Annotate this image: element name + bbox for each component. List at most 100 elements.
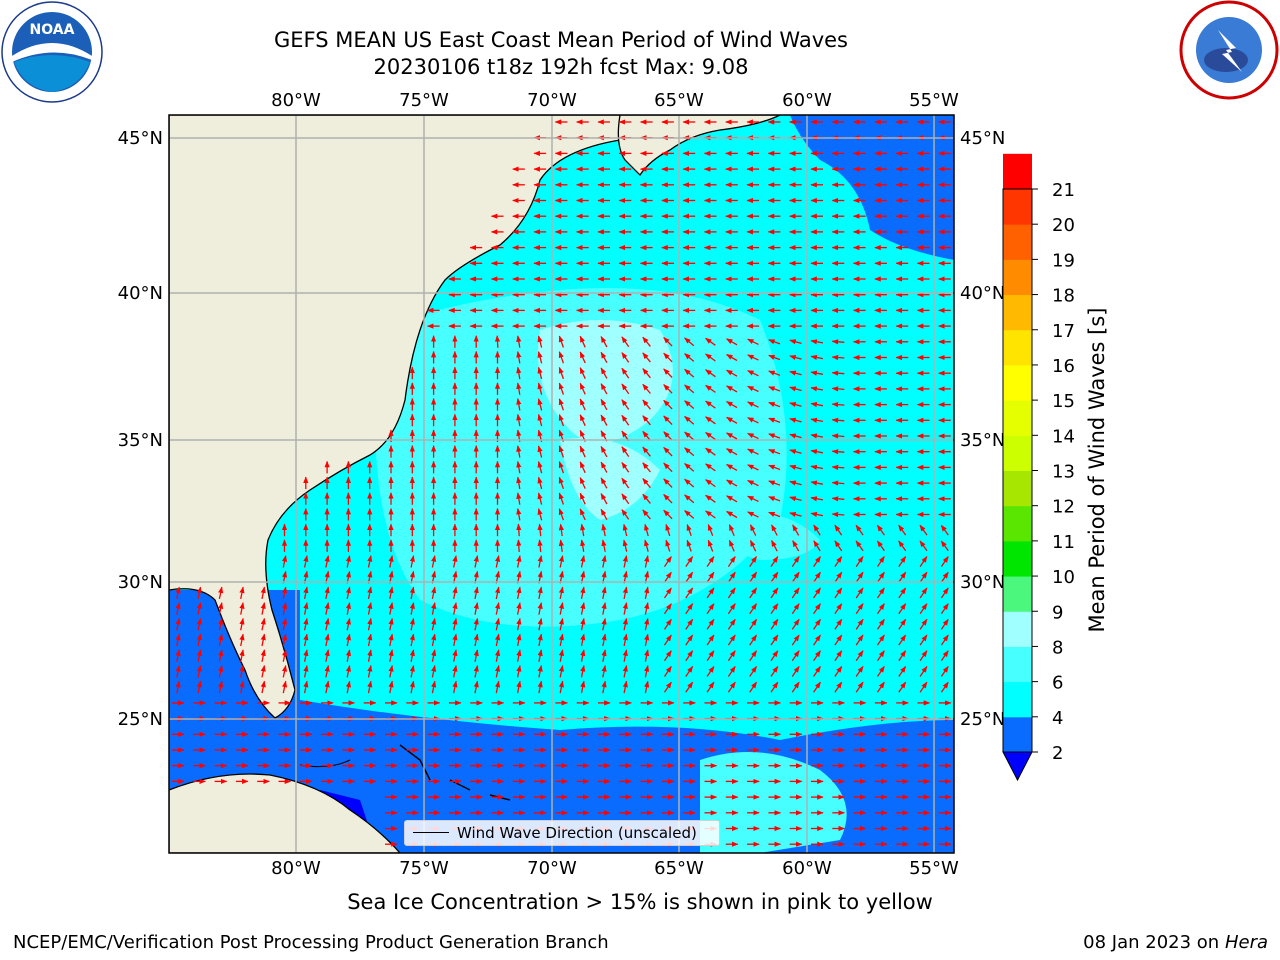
wind-wave-arrow bbox=[831, 511, 845, 518]
wind-wave-arrow bbox=[919, 618, 928, 630]
wind-wave-arrow bbox=[898, 665, 907, 677]
wind-wave-arrow bbox=[747, 370, 759, 377]
wind-wave-arrow bbox=[388, 586, 394, 600]
colorbar-tick-label: 2 bbox=[1052, 743, 1063, 764]
wind-wave-arrow bbox=[579, 492, 586, 505]
wind-wave-arrow bbox=[260, 649, 266, 662]
wind-wave-arrow bbox=[558, 413, 565, 427]
wind-wave-arrow bbox=[789, 433, 802, 439]
wind-wave-arrow bbox=[303, 570, 309, 584]
colorbar: 2 4 6 8 9 10 11 12 13 14 15 16 17 18 19 20 21 bbox=[1002, 153, 1075, 782]
wind-wave-arrow bbox=[705, 337, 716, 346]
wind-wave-arrow bbox=[663, 368, 673, 378]
wind-wave-arrow bbox=[558, 366, 565, 380]
colorbar-segment bbox=[1003, 153, 1032, 190]
lon-label-top: 80°W bbox=[271, 90, 321, 111]
lon-label-top: 70°W bbox=[527, 90, 577, 111]
wind-wave-arrow bbox=[345, 680, 351, 694]
wind-wave-arrow bbox=[516, 633, 522, 647]
wind-wave-arrow bbox=[749, 618, 758, 630]
wind-wave-arrow bbox=[749, 603, 758, 615]
wind-wave-arrow bbox=[218, 617, 224, 631]
wind-wave-arrow bbox=[175, 649, 181, 662]
wind-wave-arrow bbox=[685, 603, 694, 615]
lon-label-bottom: 55°W bbox=[909, 858, 959, 879]
wind-wave-arrow bbox=[727, 571, 736, 583]
wind-wave-arrow bbox=[260, 602, 266, 615]
lat-label-left: 45°N bbox=[118, 128, 163, 149]
wind-wave-arrow bbox=[834, 603, 843, 615]
wind-wave-arrow bbox=[684, 337, 695, 347]
wind-wave-arrow bbox=[516, 649, 522, 662]
wind-wave-arrow bbox=[747, 511, 759, 518]
wind-wave-arrow bbox=[898, 571, 907, 583]
wind-wave-arrow bbox=[579, 414, 586, 427]
wind-wave-arrow bbox=[452, 664, 458, 678]
wind-wave-arrow bbox=[747, 417, 759, 424]
wind-wave-arrow bbox=[516, 398, 522, 411]
wind-wave-arrow bbox=[579, 398, 586, 411]
wind-wave-arrow bbox=[707, 539, 714, 552]
lon-label-bottom: 60°W bbox=[782, 858, 832, 879]
wind-wave-arrow bbox=[705, 353, 716, 362]
wind-wave-arrow bbox=[303, 664, 309, 678]
wind-wave-arrow bbox=[516, 570, 522, 584]
wind-wave-arrow bbox=[855, 681, 864, 693]
wind-wave-arrow bbox=[473, 586, 479, 600]
lat-label-right: 25°N bbox=[960, 709, 1005, 730]
wind-wave-arrow bbox=[600, 351, 608, 364]
wind-wave-arrow bbox=[473, 570, 479, 584]
wave-period-2-4-north bbox=[790, 115, 954, 260]
wind-wave-arrow bbox=[303, 617, 309, 631]
wind-wave-arrow bbox=[196, 586, 202, 600]
wind-wave-arrow bbox=[494, 570, 501, 584]
colorbar-segment bbox=[1003, 329, 1032, 366]
wind-wave-arrow bbox=[622, 649, 628, 662]
wind-wave-arrow bbox=[537, 508, 543, 521]
wind-wave-arrow bbox=[516, 539, 522, 552]
colorbar-segment bbox=[1003, 224, 1032, 260]
wind-wave-arrow bbox=[747, 338, 759, 345]
wind-wave-arrow bbox=[663, 665, 672, 677]
wind-wave-arrow bbox=[789, 386, 802, 392]
wind-wave-arrow bbox=[218, 649, 224, 662]
wind-wave-arrow bbox=[705, 447, 716, 456]
wind-wave-arrow bbox=[834, 524, 843, 536]
wind-wave-arrow bbox=[345, 602, 351, 615]
wind-wave-arrow bbox=[768, 339, 781, 345]
wind-wave-arrow bbox=[196, 680, 202, 694]
wind-wave-arrow bbox=[516, 555, 522, 568]
wind-wave-arrow bbox=[409, 570, 415, 584]
wind-wave-arrow bbox=[324, 617, 330, 631]
wind-wave-arrow bbox=[876, 634, 885, 646]
wind-wave-arrow bbox=[706, 571, 715, 583]
cuba-land bbox=[169, 773, 401, 853]
wind-wave-arrow bbox=[345, 617, 351, 631]
wind-wave-arrow bbox=[706, 665, 715, 677]
wind-wave-arrow bbox=[684, 510, 695, 519]
wind-wave-arrow bbox=[940, 650, 949, 662]
wind-wave-arrow bbox=[768, 354, 781, 361]
lat-label-right: 35°N bbox=[960, 430, 1005, 451]
lon-label-top: 65°W bbox=[654, 90, 704, 111]
wind-wave-arrow bbox=[855, 603, 864, 615]
wind-wave-arrow bbox=[452, 680, 458, 694]
wind-wave-arrow bbox=[663, 431, 673, 441]
wind-wave-arrow bbox=[855, 540, 864, 552]
wind-wave-arrow bbox=[665, 539, 671, 552]
wind-wave-arrow bbox=[600, 461, 608, 473]
wind-wave-arrow bbox=[537, 586, 543, 600]
wind-wave-arrow bbox=[622, 555, 628, 568]
wind-wave-arrow bbox=[728, 524, 735, 536]
wind-wave-arrow bbox=[663, 634, 672, 646]
wind-wave-arrow bbox=[600, 398, 608, 411]
wind-wave-arrow bbox=[644, 664, 650, 678]
wind-wave-arrow bbox=[876, 571, 885, 583]
wind-wave-arrow bbox=[175, 617, 181, 631]
wind-wave-arrow bbox=[919, 603, 928, 615]
colorbar-tick-label: 11 bbox=[1052, 532, 1075, 553]
wind-wave-arrow bbox=[663, 556, 672, 567]
wind-wave-arrow bbox=[749, 539, 757, 552]
wind-wave-arrow bbox=[810, 464, 824, 470]
wind-wave-arrow bbox=[558, 649, 564, 662]
